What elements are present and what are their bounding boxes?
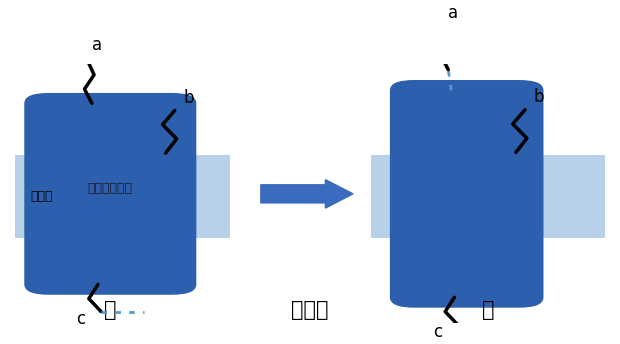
Text: b: b — [533, 88, 544, 106]
Text: b: b — [183, 88, 193, 107]
FancyArrow shape — [261, 180, 353, 208]
Text: c: c — [433, 323, 442, 341]
Text: 低: 低 — [104, 300, 117, 320]
FancyBboxPatch shape — [390, 80, 544, 308]
Text: 高: 高 — [482, 300, 494, 320]
Text: a: a — [92, 36, 102, 54]
Text: a: a — [448, 4, 458, 22]
FancyBboxPatch shape — [24, 93, 197, 295]
Bar — [15, 155, 230, 238]
Text: 耐熱性: 耐熱性 — [291, 300, 329, 320]
Text: c: c — [76, 310, 86, 328]
Text: 膜タンパク質: 膜タンパク質 — [88, 182, 133, 195]
Text: 細胞膜: 細胞膜 — [30, 190, 53, 203]
Bar — [371, 155, 605, 238]
